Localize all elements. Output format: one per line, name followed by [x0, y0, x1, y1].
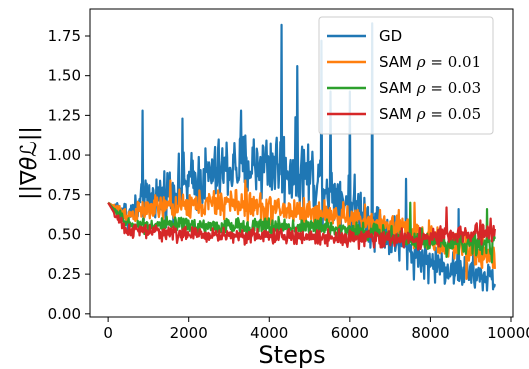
- legend-label: GD: [379, 27, 402, 45]
- x-axis-title: Steps: [258, 341, 325, 369]
- legend: GD SAM ρ = 0.01 SAM ρ = 0.03 SAM ρ = 0.05: [318, 16, 494, 135]
- y-tick-label: 1.00: [48, 146, 81, 164]
- y-tick-label: 1.75: [48, 27, 81, 45]
- x-tick-label: 6000: [331, 324, 369, 342]
- legend-label: SAM ρ = 0.01: [379, 53, 481, 71]
- y-tick-label: 1.50: [48, 67, 81, 85]
- x-tick-label: 0: [103, 324, 113, 342]
- x-tick-label: 4000: [250, 324, 288, 342]
- series-line: [107, 202, 496, 251]
- y-tick-label: 1.25: [48, 106, 81, 124]
- plot-area: [107, 22, 496, 292]
- series-line: [107, 22, 496, 292]
- legend-box: [318, 16, 494, 135]
- x-tick-label: 8000: [411, 324, 449, 342]
- y-tick-label: 0.00: [48, 305, 81, 323]
- y-axis-title: ||∇θℒ||: [17, 126, 42, 200]
- y-tick-label: 0.50: [48, 225, 81, 243]
- y-tick-label: 0.25: [48, 265, 81, 283]
- x-tick-label: 2000: [170, 324, 208, 342]
- legend-label: SAM ρ = 0.03: [379, 79, 481, 97]
- legend-label: SAM ρ = 0.05: [379, 105, 481, 123]
- y-tick-label: 0.75: [48, 186, 81, 204]
- y-axis: 0.00 0.25 0.50 0.75 1.00 1.25 1.50 1.75: [48, 27, 90, 323]
- plot-frame: [89, 8, 514, 318]
